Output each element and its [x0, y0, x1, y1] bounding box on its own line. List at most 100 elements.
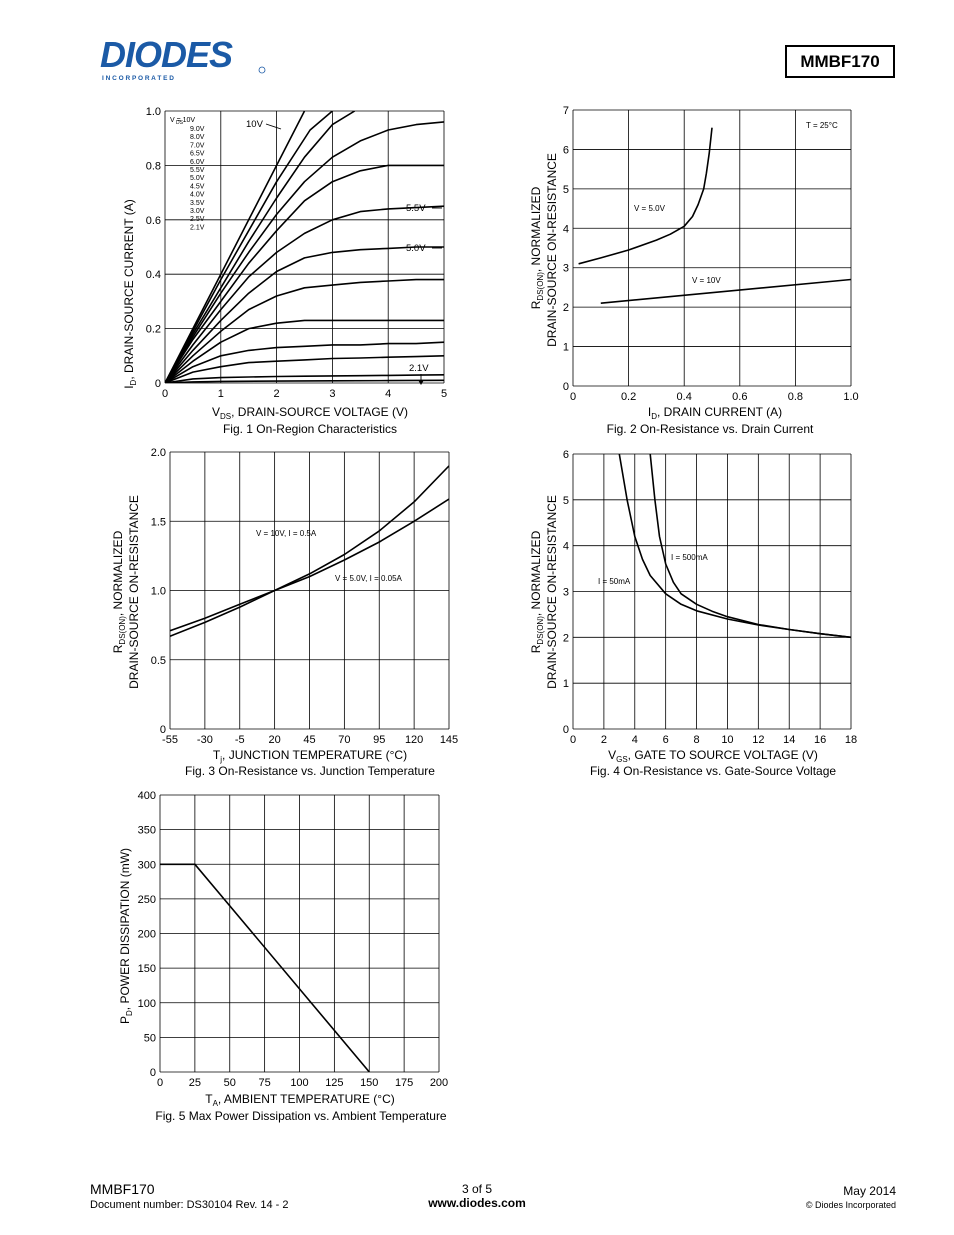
series-line-3-5v [165, 341, 444, 383]
figure-1-xlabel: VDS, DRAIN-SOURCE VOLTAGE (V) [212, 405, 408, 421]
y-tick-label: 400 [138, 790, 156, 802]
x-tick-label: 16 [814, 734, 826, 746]
annotation-vgs-10v: V = 10V, I = 0.5A [256, 529, 317, 538]
legend-item: 8.0V [190, 134, 205, 141]
legend-title-sub: DS [176, 120, 184, 126]
x-tick-label: 8 [693, 734, 699, 746]
figure-3-ylabel-line1: RDS(ON), NORMALIZED [111, 530, 127, 653]
figure-3-plot: -55 -30 -5 20 45 70 95 120 145 0 0.5 1.0 1.5 2.0 [151, 447, 458, 746]
y-tick-label: 6 [563, 144, 569, 156]
footer-url[interactable]: www.diodes.com [428, 1196, 526, 1210]
figure-4-ylabel-line2: DRAIN-SOURCE ON-RESISTANCE [545, 495, 559, 689]
y-tick-label: 0 [150, 1067, 156, 1079]
x-tick-label: 3 [329, 388, 335, 400]
figure-1-plot: 0 1 2 3 4 5 0 0.2 0.4 0.6 0.8 1.0 [146, 106, 447, 400]
series-line-i-d-500ma [649, 454, 851, 639]
x-tick-label: 0.8 [788, 391, 803, 403]
legend-item: 4.0V [190, 192, 205, 199]
figure-5-plot: 0 25 50 75 100 125 150 175 200 0 50 100 150 200 250 300… [138, 790, 449, 1089]
y-tick-label: 50 [144, 1032, 156, 1044]
figure-5: 0 25 50 75 100 125 150 175 200 0 50 100 150 200 250 300… [118, 790, 449, 1123]
legend-item: 4.5V [190, 183, 205, 190]
annotation-id-500ma: I = 500mA [671, 553, 708, 562]
x-tick-label: 6 [663, 734, 669, 746]
legend-item: 3.0V [190, 208, 205, 215]
x-tick-label: 120 [405, 734, 423, 746]
legend-item: 2.5V [190, 216, 205, 223]
annotation-id-50ma: I = 50mA [598, 577, 631, 586]
x-tick-label: -55 [162, 734, 178, 746]
x-tick-label: 200 [430, 1077, 448, 1089]
series-line-4-5v [165, 278, 444, 383]
footer-date: May 2014 [843, 1184, 896, 1198]
y-tick-label: 0.4 [146, 269, 161, 281]
y-tick-label: 3 [563, 263, 569, 275]
diodes-logo-svg: DIODES I N C O R P O R A T E D [100, 34, 266, 82]
y-tick-label: 200 [138, 929, 156, 941]
annotation-5-0v: 5.0V [406, 243, 426, 254]
series-line-2-5v [165, 374, 444, 383]
x-tick-label: 2 [274, 388, 280, 400]
y-tick-label: 100 [138, 998, 156, 1010]
y-tick-label: 0 [563, 724, 569, 736]
figure-4-caption: Fig. 4 On-Resistance vs. Gate-Source Vol… [590, 764, 836, 778]
figure-2-ylabel-line2: DRAIN-SOURCE ON-RESISTANCE [545, 153, 559, 347]
annotation-2-1v: 2.1V [409, 363, 429, 374]
x-tick-label: 50 [224, 1077, 236, 1089]
x-tick-label: -30 [197, 734, 213, 746]
series-line-v-gs-5-0v-i-d-0-05a [170, 498, 449, 632]
x-tick-label: 45 [303, 734, 315, 746]
legend-title: V = 10V [170, 117, 195, 124]
x-tick-label: 4 [632, 734, 638, 746]
series-line-v-gs-10v-i-d-0-5a [170, 465, 449, 637]
series-line-9-0v [165, 111, 333, 383]
y-tick-label: 2 [563, 302, 569, 314]
x-tick-label: 75 [259, 1077, 271, 1089]
y-tick-label: 0.2 [146, 324, 161, 336]
y-tick-label: 4 [563, 223, 569, 235]
x-tick-label: 0 [570, 734, 576, 746]
y-tick-label: 1.0 [151, 586, 166, 598]
y-tick-label: 5 [563, 495, 569, 507]
legend-item: 6.5V [190, 151, 205, 158]
figure-3: -55 -30 -5 20 45 70 95 120 145 0 0.5 1.0 1.5 2.0 V = … [111, 447, 458, 778]
y-tick-label: 150 [138, 963, 156, 975]
x-tick-label: 175 [395, 1077, 413, 1089]
figure-2-xlabel: ID, DRAIN CURRENT (A) [648, 405, 782, 421]
legend-item: 9.0V [190, 126, 205, 133]
figure-2: 0 0.2 0.4 0.6 0.8 1.0 0 1 2 3 4 5 6 7 T = 25°C V = 5.… [529, 105, 859, 436]
figure-3-xlabel: Tj, JUNCTION TEMPERATURE (°C) [213, 748, 407, 764]
y-tick-label: 1 [563, 678, 569, 690]
x-tick-label: 95 [373, 734, 385, 746]
x-tick-label: 10 [721, 734, 733, 746]
y-tick-label: 1 [563, 342, 569, 354]
y-tick-label: 5 [563, 184, 569, 196]
x-tick-label: 70 [338, 734, 350, 746]
figure-4-annotations: I = 500mA I = 50mA [598, 553, 708, 586]
annotation-tj: T = 25°C [806, 121, 838, 130]
x-tick-label: 0 [570, 391, 576, 403]
legend-item: 2.1V [190, 224, 205, 231]
legend-item: 5.0V [190, 175, 205, 182]
series-line-v-gs-10v [600, 278, 851, 304]
figure-4-ylabel-line1: RDS(ON), NORMALIZED [529, 530, 545, 653]
figure-2-caption: Fig. 2 On-Resistance vs. Drain Current [607, 422, 814, 436]
x-tick-label: 100 [290, 1077, 308, 1089]
y-tick-label: 250 [138, 894, 156, 906]
figure-1-ylabel: ID, DRAIN-SOURCE CURRENT (A) [122, 199, 138, 389]
x-tick-label: 125 [325, 1077, 343, 1089]
x-tick-label: 25 [189, 1077, 201, 1089]
footer-left: MMBF170 Document number: DS30104 Rev. 14… [90, 1181, 289, 1213]
annotation-10v: 10V [246, 119, 264, 130]
series-line-5-5v [165, 205, 444, 383]
figure-5-xlabel: TA, AMBIENT TEMPERATURE (°C) [205, 1092, 395, 1108]
y-tick-label: 350 [138, 825, 156, 837]
series-line-10v [165, 111, 306, 383]
figure-2-ylabel-line1: RDS(ON), NORMALIZED [529, 186, 545, 309]
legend-item: 5.5V [190, 167, 205, 174]
part-number-box: MMBF170 [785, 45, 895, 78]
x-tick-label: 145 [440, 734, 458, 746]
figure-3-annotations: V = 10V, I = 0.5A V = 5.0V, I = 0.05A [256, 529, 403, 583]
series-line-3-0v [165, 355, 444, 383]
